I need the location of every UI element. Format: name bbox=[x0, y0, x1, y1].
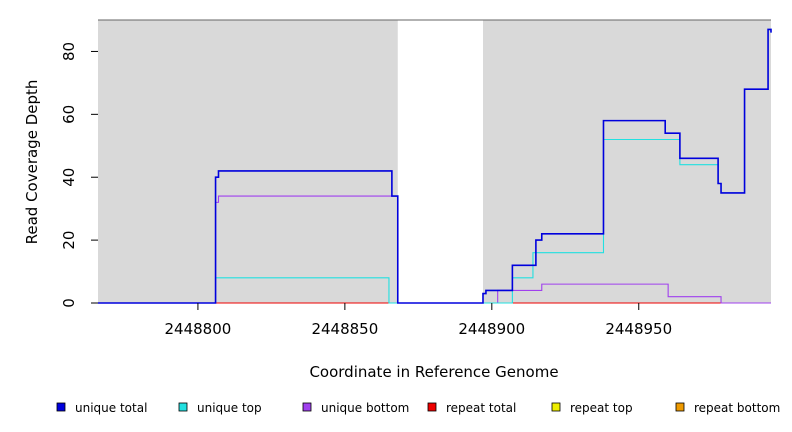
plot-background bbox=[98, 19, 771, 303]
legend-label-unique-top: unique top bbox=[197, 401, 262, 415]
series-layer bbox=[98, 28, 772, 304]
legend-label-repeat-top: repeat top bbox=[570, 401, 633, 415]
legend-label-unique-bottom: unique bottom bbox=[321, 401, 409, 415]
legend-label-repeat-total: repeat total bbox=[446, 401, 516, 415]
series-line-unique-total bbox=[98, 28, 772, 304]
legend-swatch-repeat-top bbox=[551, 402, 561, 412]
y-tick-label: 0 bbox=[60, 298, 78, 308]
legend-swatch-unique-bottom bbox=[302, 402, 312, 412]
y-tick-label: 80 bbox=[60, 42, 78, 61]
gap-region bbox=[397, 20, 483, 303]
y-tick-label: 60 bbox=[60, 105, 78, 124]
x-tick-label: 2448900 bbox=[458, 320, 525, 338]
y-tick-label: 40 bbox=[60, 168, 78, 187]
x-tick-label: 2448850 bbox=[311, 320, 378, 338]
x-tick-label: 2448800 bbox=[165, 320, 232, 338]
y-axis: 0 20 40 60 80 bbox=[60, 42, 98, 308]
legend-swatch-unique-top bbox=[178, 402, 188, 412]
x-axis: 2448800 2448850 2448900 2448950 bbox=[165, 303, 672, 338]
legend-swatch-unique-total bbox=[56, 402, 66, 412]
legend: unique total unique top unique bottom repea… bbox=[56, 401, 780, 415]
series-line-unique-bottom bbox=[98, 195, 771, 304]
legend-swatch-repeat-bottom bbox=[675, 402, 685, 412]
x-tick-label: 2448950 bbox=[605, 320, 672, 338]
legend-swatch-repeat-total bbox=[427, 402, 437, 412]
legend-label-unique-total: unique total bbox=[75, 401, 147, 415]
y-tick-label: 20 bbox=[60, 231, 78, 250]
legend-label-repeat-bottom: repeat bottom bbox=[694, 401, 780, 415]
x-axis-label: Coordinate in Reference Genome bbox=[309, 363, 558, 381]
y-axis-label: Read Coverage Depth bbox=[23, 80, 41, 245]
